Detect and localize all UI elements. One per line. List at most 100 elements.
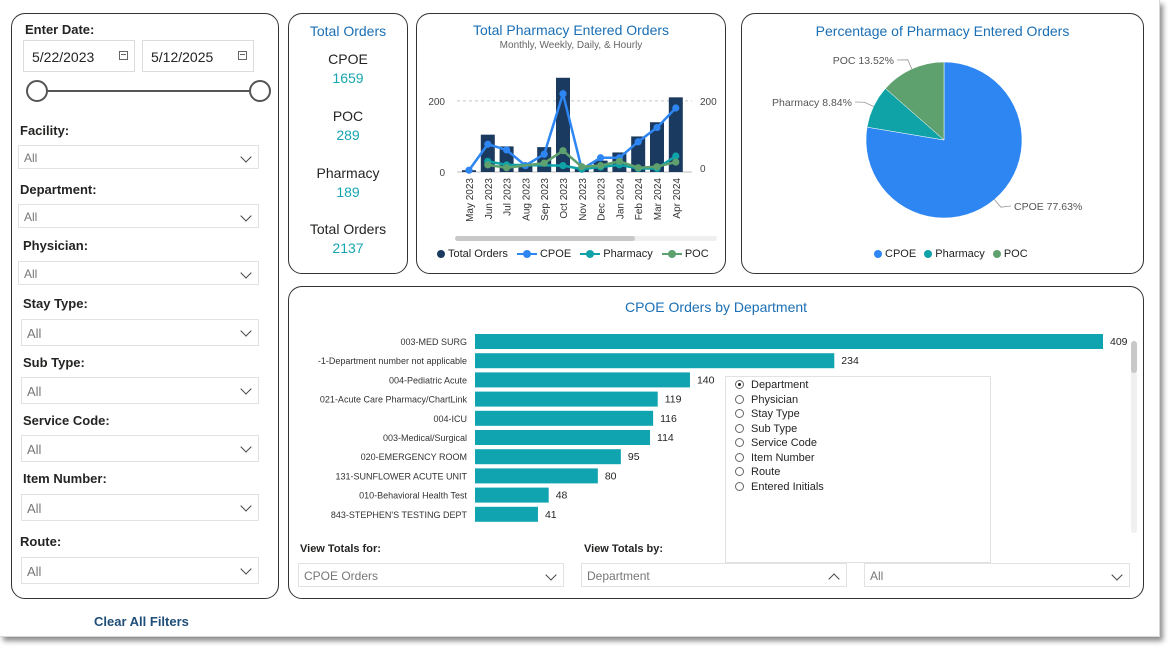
filter-dropdown-value: All: [24, 267, 38, 281]
dept-category-label: 021-Acute Care Pharmacy/ChartLink: [320, 395, 468, 405]
value-filter-dropdown[interactable]: All: [864, 563, 1130, 587]
point-pharmacy: [559, 162, 567, 170]
point-poc: [634, 164, 642, 172]
point-cpoe: [540, 150, 548, 158]
x-tick-label: Jun 2023: [484, 178, 495, 220]
dimension-radio-option[interactable]: Route: [735, 466, 780, 478]
date-range-slider[interactable]: [37, 90, 261, 92]
point-cpoe: [634, 138, 642, 146]
scroll-thumb[interactable]: [1131, 341, 1137, 373]
radio-option-label: Stay Type: [751, 408, 800, 420]
point-poc: [540, 159, 548, 167]
filter-dropdown-value: All: [24, 151, 38, 165]
legend-total-orders: Total Orders: [448, 248, 508, 261]
radio-option-label: Service Code: [751, 437, 818, 449]
radio-button[interactable]: [735, 452, 744, 462]
dimension-radio-option[interactable]: Service Code: [735, 437, 817, 449]
filter-dropdown[interactable]: All: [21, 319, 259, 346]
filter-dropdown[interactable]: All: [21, 557, 259, 584]
chevron-down-icon: [240, 151, 252, 163]
dimension-radio-option[interactable]: Item Number: [735, 452, 815, 464]
calendar-icon[interactable]: [119, 51, 128, 60]
dept-bar: [475, 449, 621, 465]
calendar-icon[interactable]: [238, 51, 247, 60]
start-date-value: 5/22/2023: [32, 49, 95, 65]
bar-total-orders: [668, 97, 683, 172]
radio-option-label: Item Number: [751, 451, 815, 464]
right-axis-tick: 0: [700, 164, 706, 175]
dimension-radio-option[interactable]: Stay Type: [735, 408, 800, 420]
dept-chart-scrollbar[interactable]: [1131, 341, 1137, 533]
dept-value-label: 41: [545, 509, 557, 521]
filter-dropdown-value: All: [27, 326, 42, 341]
kpi-poc-label: POC: [332, 108, 364, 124]
filter-dropdown-value: All: [27, 442, 42, 457]
slider-end-handle[interactable]: [249, 80, 271, 102]
end-date-input[interactable]: 5/12/2025: [142, 40, 254, 72]
x-tick-label: May 2023: [465, 178, 476, 222]
dept-bar-chart: 003-MED SURG 409 -1-Department number not …: [318, 334, 1128, 522]
dimension-radio-option[interactable]: Entered Initials: [735, 481, 824, 493]
filter-dropdown[interactable]: All: [21, 494, 259, 521]
chevron-down-icon: [1111, 569, 1123, 581]
radio-button[interactable]: [735, 394, 744, 404]
legend-poc-marker: [661, 250, 682, 259]
chart-scrollbar[interactable]: [455, 236, 635, 241]
radio-button[interactable]: [735, 409, 744, 418]
pie-leader-line: [994, 199, 1012, 208]
radio-button[interactable]: [735, 467, 744, 476]
dept-bar: [475, 410, 654, 426]
filter-dropdown[interactable]: All: [18, 261, 259, 285]
dept-value-label: 95: [628, 451, 640, 463]
filter-dropdown[interactable]: All: [18, 145, 259, 169]
dept-category-label: 020-EMERGENCY ROOM: [361, 452, 467, 462]
view-totals-by-label: View Totals by:: [584, 543, 664, 555]
view-totals-for-dropdown[interactable]: CPOE Orders: [298, 563, 564, 587]
end-date-value: 5/12/2025: [151, 49, 214, 65]
radio-button[interactable]: [735, 481, 744, 491]
filter-dropdown-value: All: [27, 564, 42, 579]
dept-bar: [475, 353, 835, 369]
point-poc: [615, 157, 623, 165]
point-cpoe: [484, 140, 492, 148]
pie-leader-line: [854, 101, 874, 107]
kpi-pharmacy-label: Pharmacy: [316, 165, 380, 181]
filter-label: Route:: [20, 534, 62, 549]
filter-dropdown[interactable]: All: [21, 377, 259, 404]
chevron-up-icon: [828, 573, 840, 585]
value-filter-value: All: [870, 569, 884, 583]
dept-bar: [475, 430, 651, 445]
filter-dropdown[interactable]: All: [21, 435, 259, 462]
right-axis-tick: 200: [700, 97, 717, 108]
kpi-cpoe-value: 1659: [332, 70, 364, 86]
start-date-input[interactable]: 5/22/2023: [23, 40, 135, 72]
dept-bar: [475, 372, 690, 388]
radio-button[interactable]: [735, 438, 744, 447]
point-cpoe: [672, 104, 680, 112]
filter-dropdown[interactable]: All: [18, 204, 259, 228]
radio-button[interactable]: [735, 380, 744, 389]
x-tick-label: Nov 2023: [578, 178, 589, 221]
dept-bar: [475, 487, 549, 503]
dimension-radio-option[interactable]: Department: [735, 379, 808, 391]
view-totals-by-value: Department: [587, 569, 650, 583]
dept-bar: [475, 506, 538, 522]
chevron-down-icon: [240, 383, 252, 395]
view-totals-by-dropdown[interactable]: Department: [581, 563, 847, 587]
point-poc: [597, 162, 605, 170]
dimension-radio-option[interactable]: Sub Type: [735, 423, 797, 435]
radio-button[interactable]: [735, 423, 744, 433]
dept-bar: [475, 391, 658, 407]
pie-legend-cpoe: CPOE: [885, 248, 917, 261]
pie-legend-poc: POC: [1003, 248, 1028, 261]
dept-category-label: 010-Behavioral Health Test: [359, 491, 467, 501]
clear-all-filters-button[interactable]: Clear All Filters: [94, 614, 189, 629]
point-cpoe: [559, 90, 567, 98]
dashboard-canvas: Enter Date: 5/22/2023 5/12/2025 Facility…: [0, 0, 1160, 637]
dimension-radio-option[interactable]: Physician: [735, 394, 798, 406]
point-poc: [672, 158, 680, 166]
dept-chart-title: CPOE Orders by Department: [624, 299, 808, 315]
chevron-down-icon: [240, 325, 252, 337]
slider-start-handle[interactable]: [26, 80, 48, 102]
point-cpoe: [653, 123, 661, 132]
